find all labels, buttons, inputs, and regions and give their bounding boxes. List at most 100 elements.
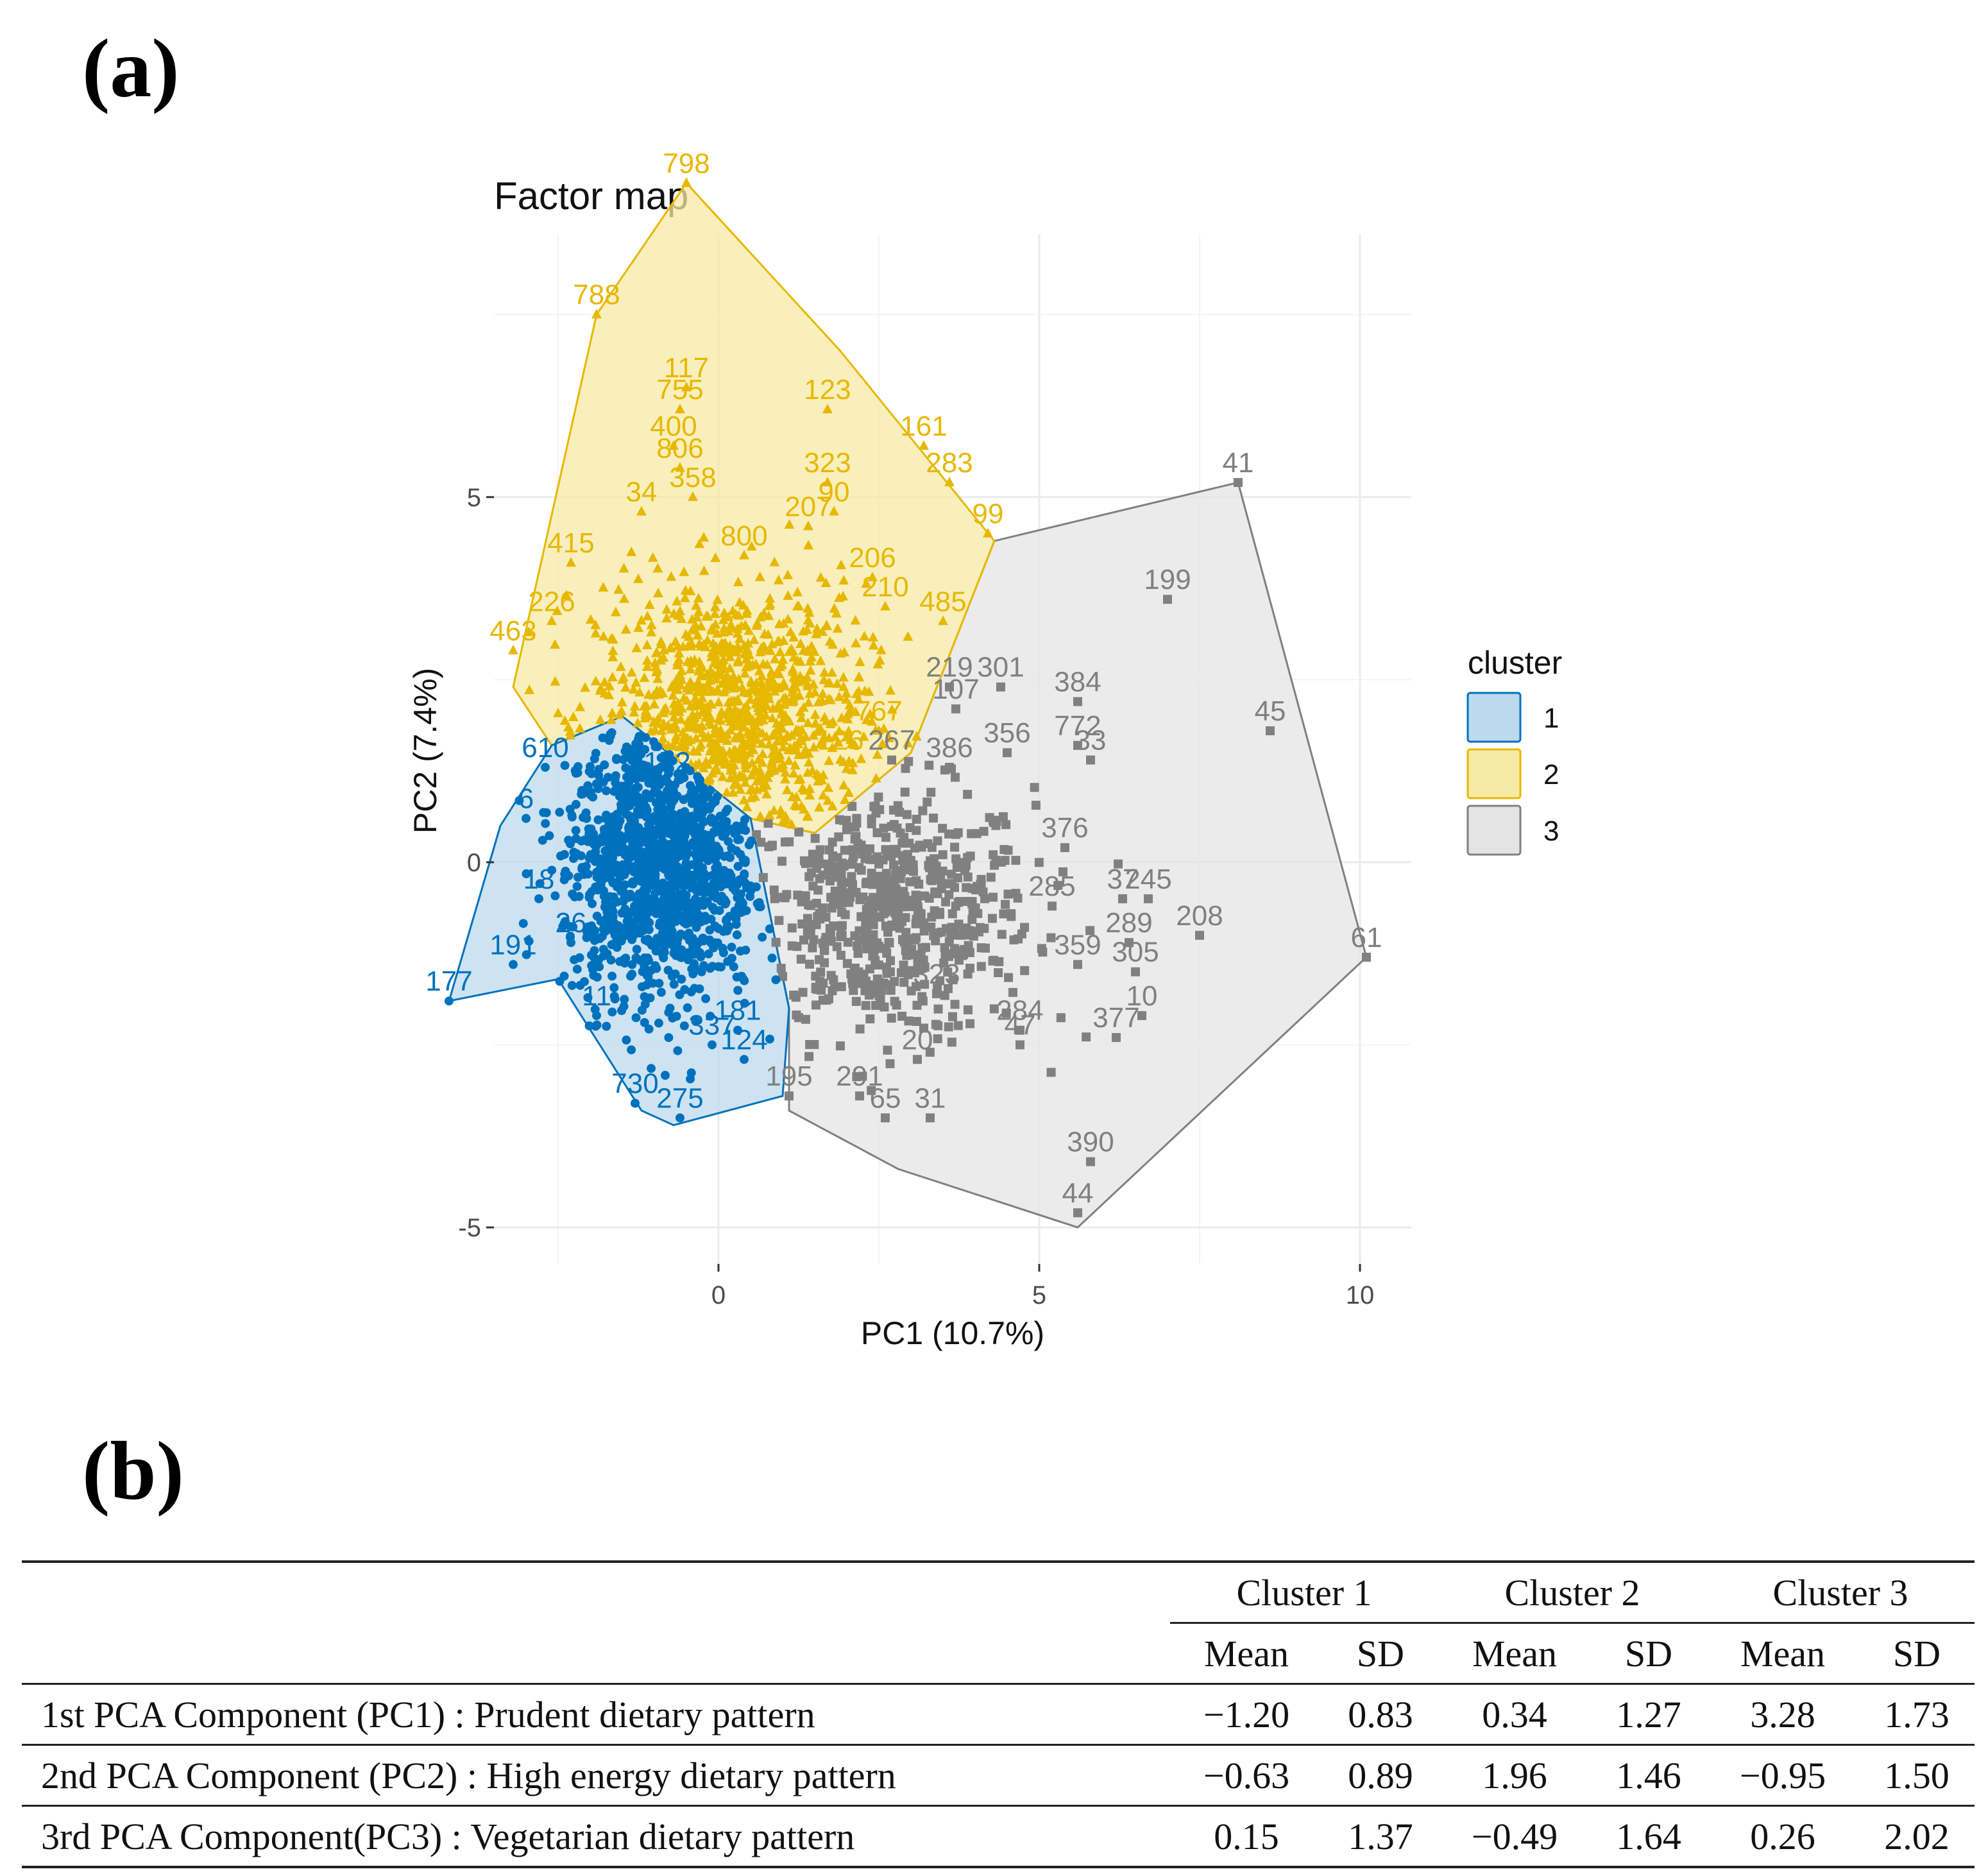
cluster-3-point bbox=[803, 914, 813, 923]
cluster-2-point bbox=[803, 602, 813, 613]
legend-entry-label: 2 bbox=[1543, 759, 1559, 790]
labeled-point bbox=[509, 960, 518, 969]
cluster-3-point bbox=[967, 883, 977, 893]
cluster-1-point bbox=[573, 768, 582, 778]
cluster-2-point bbox=[774, 763, 785, 773]
cluster-1-point bbox=[680, 985, 690, 994]
cluster-3-point bbox=[917, 842, 926, 852]
cluster-2-point bbox=[795, 733, 806, 743]
point-label: 117 bbox=[664, 352, 709, 384]
point-label: 20 bbox=[902, 1024, 933, 1055]
cluster-2-point bbox=[803, 540, 814, 550]
cluster-3-point bbox=[824, 845, 834, 855]
cluster-1-point bbox=[612, 755, 622, 764]
cluster-2-point bbox=[811, 623, 822, 633]
cluster-3-point bbox=[926, 922, 936, 932]
cluster-3-point bbox=[1038, 947, 1048, 957]
cluster-2-point bbox=[794, 690, 805, 700]
table-cell: 3.28 bbox=[1706, 1683, 1859, 1745]
cluster-2-point bbox=[688, 623, 699, 633]
cluster-3-point bbox=[855, 1024, 865, 1034]
cluster-1-point bbox=[607, 860, 616, 869]
point-label: 376 bbox=[1041, 812, 1088, 844]
cluster-1-point bbox=[726, 853, 735, 862]
cluster-1-point bbox=[640, 745, 650, 755]
cluster-3-point bbox=[920, 962, 930, 972]
cluster-2-point bbox=[595, 714, 606, 724]
cluster-1-point bbox=[691, 1016, 701, 1026]
cluster-3-point bbox=[861, 1001, 871, 1010]
labeled-point bbox=[880, 601, 890, 611]
cluster-1-point bbox=[572, 882, 582, 891]
cluster-1-point bbox=[642, 762, 652, 771]
labeled-point bbox=[675, 462, 685, 472]
cluster-2-point bbox=[661, 613, 672, 623]
cluster-2-point bbox=[859, 631, 870, 641]
point-label: 31 bbox=[915, 1082, 946, 1114]
cluster-2-point bbox=[853, 694, 864, 704]
cluster-2-point bbox=[867, 716, 878, 726]
cluster-2-point bbox=[805, 665, 816, 675]
cluster-2-point bbox=[676, 665, 687, 676]
cluster-2-point bbox=[783, 613, 794, 624]
cluster-1-point bbox=[616, 799, 626, 809]
cluster-3-point bbox=[943, 984, 953, 993]
legend-entry-label: 3 bbox=[1543, 815, 1559, 847]
cluster-1-point bbox=[733, 880, 742, 889]
cluster-3-point bbox=[778, 971, 788, 981]
cluster-1-point bbox=[664, 814, 674, 824]
cluster-2-point bbox=[709, 754, 720, 764]
cluster-2-point bbox=[658, 733, 668, 743]
point-label: 400 bbox=[650, 411, 697, 442]
cluster-3-point bbox=[835, 815, 844, 824]
cluster-1-point bbox=[723, 805, 733, 814]
cluster-2-point bbox=[798, 626, 809, 636]
cluster-3-point bbox=[947, 879, 956, 889]
cluster-1-point bbox=[697, 811, 706, 821]
cluster-1-point bbox=[737, 971, 747, 981]
cluster-2-point bbox=[788, 631, 799, 642]
cluster-3-point bbox=[941, 897, 951, 907]
cluster-3-point bbox=[967, 899, 977, 908]
table-cell: 2.02 bbox=[1858, 1805, 1975, 1868]
cluster-1-point bbox=[607, 1007, 617, 1017]
cluster-1-point bbox=[575, 980, 585, 990]
cluster-1-point bbox=[695, 984, 704, 994]
labeled-point bbox=[675, 404, 685, 414]
cluster-1-point bbox=[649, 780, 658, 790]
point-label: 772 bbox=[1054, 710, 1101, 742]
cluster-1-point bbox=[600, 926, 610, 936]
cluster-3-point bbox=[939, 958, 949, 968]
table-cell: 0.26 bbox=[1706, 1805, 1859, 1868]
cluster-3-point bbox=[919, 918, 929, 928]
cluster-2-point bbox=[808, 742, 819, 752]
cluster-3-point bbox=[920, 980, 930, 989]
cluster-3-point bbox=[752, 830, 761, 839]
point-label: 301 bbox=[977, 652, 1024, 683]
cluster-2-point bbox=[762, 659, 773, 669]
cluster-2-point bbox=[787, 664, 798, 674]
point-label: 195 bbox=[765, 1061, 812, 1092]
cluster-1-point bbox=[602, 1021, 611, 1031]
point-label: 386 bbox=[926, 732, 973, 763]
cluster-2-point bbox=[814, 801, 825, 812]
cluster-3-point bbox=[852, 1072, 862, 1082]
cluster-1-point bbox=[615, 792, 624, 801]
cluster-1-point bbox=[659, 860, 669, 870]
cluster-1-point bbox=[618, 928, 628, 937]
point-label: 126 bbox=[817, 725, 863, 756]
cluster-2-point bbox=[690, 759, 701, 769]
cluster-3-point bbox=[935, 907, 944, 917]
cluster-3-point bbox=[1003, 889, 1013, 899]
cluster-3-point bbox=[826, 930, 835, 939]
cluster-2-point bbox=[813, 770, 824, 780]
cluster-2-point bbox=[783, 755, 794, 765]
cluster-2-point bbox=[780, 767, 791, 777]
cluster-3-point bbox=[965, 1019, 975, 1028]
cluster-2-point bbox=[777, 741, 788, 751]
cluster-2-point bbox=[604, 680, 615, 690]
cluster-3-point bbox=[899, 978, 909, 987]
cluster-3-point bbox=[770, 894, 779, 903]
cluster-1-point bbox=[650, 742, 660, 751]
cluster-2-point bbox=[784, 519, 795, 529]
